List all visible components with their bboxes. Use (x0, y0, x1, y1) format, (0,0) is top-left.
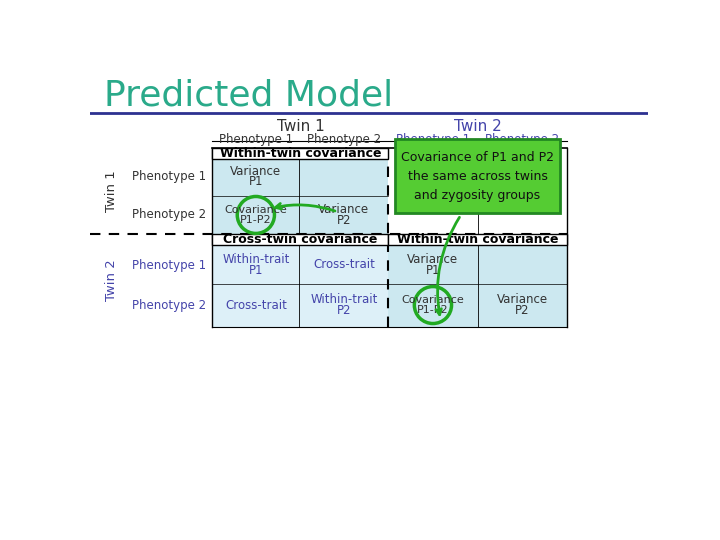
Text: Cross-trait: Cross-trait (313, 259, 374, 272)
Text: Phenotype 2: Phenotype 2 (132, 299, 206, 312)
Text: Within-twin covariance: Within-twin covariance (220, 147, 381, 160)
Text: Phenotype 2: Phenotype 2 (307, 133, 381, 146)
Text: Predicted Model: Predicted Model (104, 79, 393, 113)
Text: Twin 2: Twin 2 (454, 119, 501, 134)
Text: Cross-twin covariance: Cross-twin covariance (223, 233, 377, 246)
Bar (212, 234, 388, 327)
Bar (212, 148, 388, 159)
Text: Within-trait: Within-trait (310, 293, 377, 306)
Text: Phenotype 2: Phenotype 2 (132, 208, 206, 221)
Text: P1-P2: P1-P2 (240, 215, 271, 225)
Text: Variance: Variance (408, 253, 459, 266)
Text: P1: P1 (426, 264, 440, 277)
Text: P1-P2: P1-P2 (417, 306, 449, 315)
Bar (388, 234, 567, 327)
Text: Variance: Variance (497, 293, 548, 306)
Text: P2: P2 (515, 304, 529, 317)
Text: Phenotype 1: Phenotype 1 (132, 259, 206, 272)
Bar (395, 139, 560, 213)
Text: Phenotype 1: Phenotype 1 (219, 133, 293, 146)
Bar (388, 234, 567, 245)
Text: P1: P1 (248, 264, 263, 277)
Text: Phenotype 1: Phenotype 1 (396, 133, 470, 146)
Text: P2: P2 (336, 304, 351, 317)
Text: Twin 1: Twin 1 (276, 119, 324, 134)
Bar (212, 234, 388, 245)
Text: Within-trait: Within-trait (222, 253, 289, 266)
Text: Covariance: Covariance (402, 295, 464, 305)
Text: Phenotype 2: Phenotype 2 (485, 133, 559, 146)
Text: P2: P2 (336, 214, 351, 227)
Text: Within-twin covariance: Within-twin covariance (397, 233, 558, 246)
Text: Covariance: Covariance (225, 205, 287, 214)
Text: Variance: Variance (318, 203, 369, 216)
Text: P1: P1 (248, 176, 263, 188)
Text: Variance: Variance (230, 165, 282, 178)
Text: Covariance of P1 and P2
the same across twins
and zygosity groups: Covariance of P1 and P2 the same across … (401, 151, 554, 202)
Bar (212, 148, 388, 234)
Text: Twin 1: Twin 1 (105, 170, 118, 212)
Text: Twin 2: Twin 2 (105, 260, 118, 301)
Text: Phenotype 1: Phenotype 1 (132, 170, 206, 183)
Text: Cross-trait: Cross-trait (225, 299, 287, 312)
